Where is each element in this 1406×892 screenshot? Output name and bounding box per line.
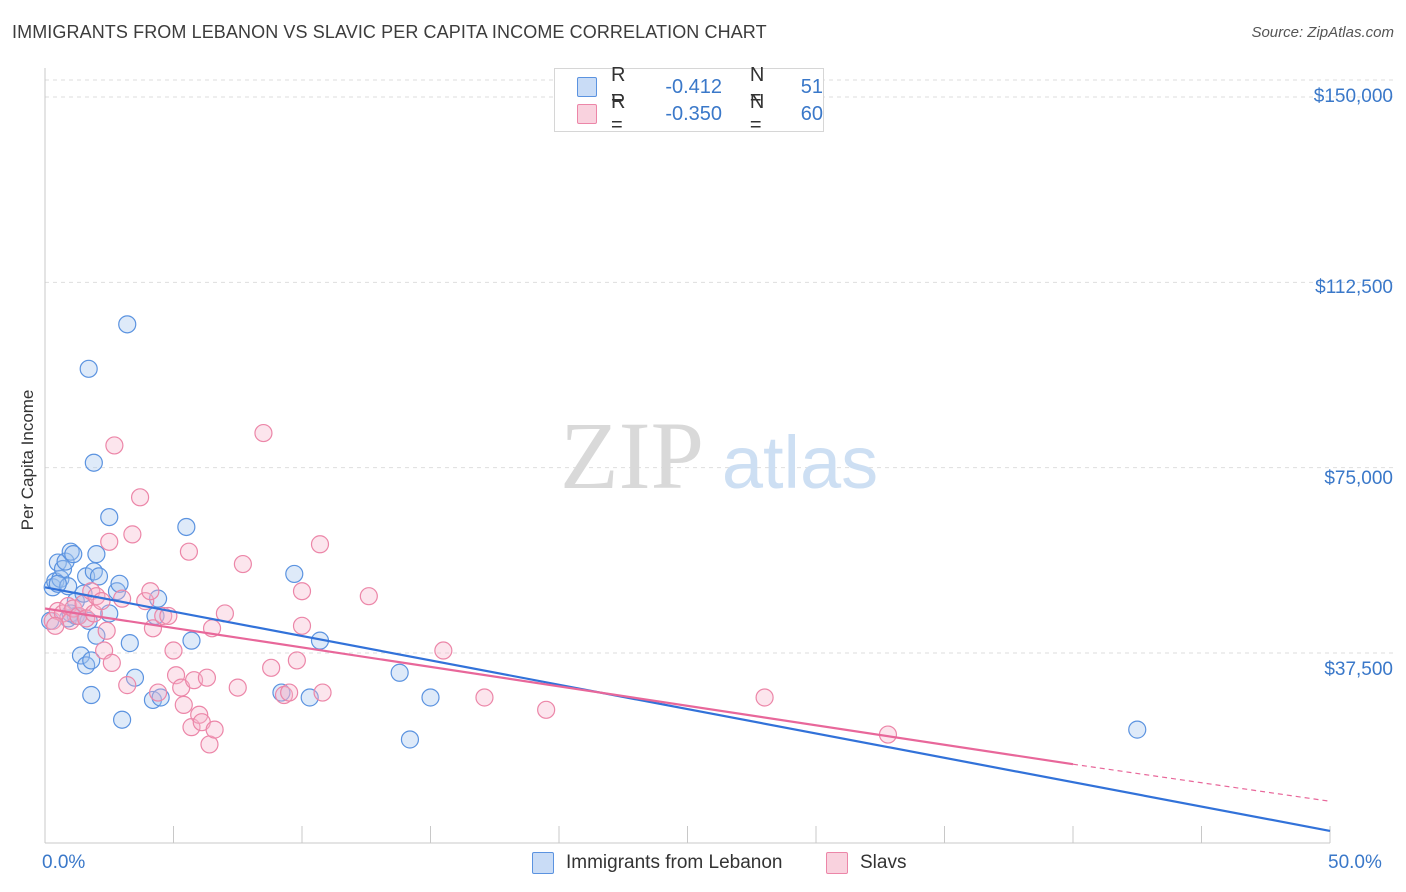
watermark-atlas: atlas [722,421,878,504]
slavs-point [43,611,62,630]
slavs-point [174,695,193,714]
slavs-point [92,592,111,611]
lebanon-point [87,626,106,645]
lebanon-point [77,656,96,675]
lebanon-point [421,688,440,707]
slavs-point [254,423,273,443]
legend-row-slavs: R = -0.350 N = 60 [577,91,823,136]
y-tick-label: $150,000 [1313,86,1393,107]
lebanon-point [61,542,80,561]
r-value: -0.350 [665,102,723,125]
legend-item-lebanon: Immigrants from Lebanon [532,852,783,874]
y-tick-label: $75,000 [1324,468,1393,489]
lebanon-point [112,710,132,729]
slavs-point [434,641,453,660]
slavs-point [130,488,150,507]
y-tick-label: $112,500 [1315,277,1393,298]
lebanon-point [82,685,101,705]
lebanon-point [100,507,119,527]
slavs-point [313,683,332,702]
slavs-point [148,683,168,702]
slavs-point [105,436,124,455]
lebanon-point [89,567,109,586]
r-value: -0.412 [665,75,723,98]
source-label: Source: ZipAtlas.com [1251,24,1394,41]
slavs-point [190,705,209,724]
lebanon-point [182,631,201,650]
lebanon-point [87,545,106,564]
slavs-point [197,668,217,687]
slavs-point [154,606,173,626]
slavs-point [475,688,494,707]
x-tick-label: 0.0% [42,852,86,873]
r-label: R = [610,64,626,109]
slavs-point [310,535,330,554]
lebanon-point [84,562,103,581]
correlation-legend: R = -0.412 N = 51 R = -0.350 N = 60 [554,64,824,136]
slavs-point [228,678,247,697]
x-tick-label: 50.0% [1328,852,1382,873]
slavs-point [755,688,774,707]
lebanon-point [71,646,91,665]
slavs-point [164,641,183,660]
n-value: 51 [800,75,823,98]
slavs-point [100,532,119,551]
slavs-point [280,683,299,702]
lebanon-point [151,688,170,707]
slavs-point [537,700,556,719]
n-label: N = [749,64,765,109]
r-label: R = [610,91,626,136]
lebanon-swatch [577,77,597,97]
y-tick-label: $37,500 [1324,659,1393,680]
chart-title: IMMIGRANTS FROM LEBANON VS SLAVIC PER CA… [12,22,767,42]
lebanon-point [120,634,139,653]
slavs-point [112,589,132,608]
slavs-point [205,720,224,739]
lebanon-point [1128,720,1147,739]
lebanon-point [56,552,75,571]
lebanon-point [118,315,137,334]
slavs-point [46,616,65,635]
slavs-trendline-extension [1072,763,1331,802]
n-value: 60 [800,102,823,125]
legend-label: Immigrants from Lebanon [566,852,783,873]
slavs-point [359,587,378,606]
legend-label: Slavs [860,852,907,873]
lebanon-trendline [44,586,1331,833]
lebanon-point [285,564,304,584]
legend-row-lebanon: R = -0.412 N = 51 [577,64,823,109]
lebanon-point [177,517,196,537]
lebanon-point [82,651,101,670]
legend-item-slavs: Slavs [826,852,906,874]
lebanon-point [79,359,98,378]
watermark-zip: ZIP [560,402,704,509]
slavs-swatch [577,104,597,124]
lebanon-point [64,545,83,564]
slavs-point [233,554,252,574]
slavs-point [97,621,116,640]
slavs-trendline [44,607,1074,766]
lebanon-point [125,668,145,687]
lebanon-point [84,453,103,472]
lebanon-swatch [532,852,554,874]
slavs-point [179,542,199,561]
slavs-swatch [826,852,848,874]
slavs-point [118,676,137,695]
lebanon-point [390,663,409,682]
slavs-point [141,582,160,601]
slavs-point [292,582,312,601]
slavs-point [102,653,121,672]
lebanon-point [400,730,420,749]
slavs-point [292,616,312,635]
slavs-point [287,651,306,670]
lebanon-point [110,574,129,593]
slavs-point [262,658,281,677]
lebanon-point [272,683,291,702]
slavs-point [123,525,142,544]
n-label: N = [749,91,765,136]
